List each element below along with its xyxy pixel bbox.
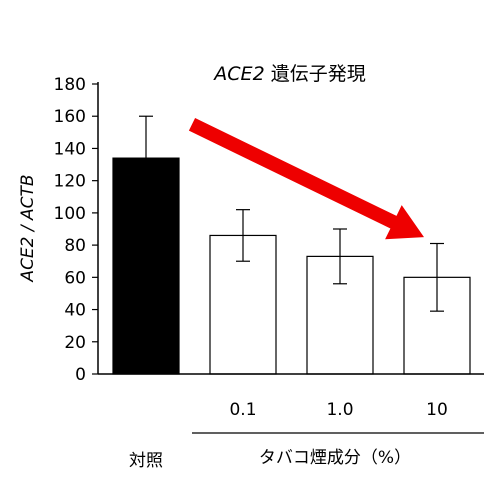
y-tick-label: 20 bbox=[64, 333, 86, 353]
control-label: 対照 bbox=[129, 451, 163, 471]
y-tick-label: 160 bbox=[54, 107, 86, 127]
group-label: タバコ煙成分（%） bbox=[259, 448, 411, 468]
error-bars bbox=[139, 115, 444, 312]
y-tick-label: 140 bbox=[54, 139, 86, 159]
x-tick-label: 0.1 bbox=[229, 400, 256, 420]
y-axis-label: ACE2 / ACTB bbox=[18, 174, 38, 282]
trend-arrow-shape bbox=[188, 118, 424, 240]
x-tick-labels: 対照 0.1 1.0 10 bbox=[129, 400, 448, 471]
trend-arrow bbox=[188, 118, 424, 240]
y-tick-label: 180 bbox=[54, 75, 86, 95]
chart-title-rest: 遺伝子発現 bbox=[265, 63, 366, 85]
chart-title: ACE2 遺伝子発現 bbox=[212, 63, 365, 85]
y-tick-label: 80 bbox=[64, 236, 86, 256]
y-tick-label: 40 bbox=[64, 301, 86, 321]
y-tick-label: 120 bbox=[54, 172, 86, 192]
y-tick-label: 60 bbox=[64, 268, 86, 288]
bars bbox=[112, 157, 471, 375]
y-tick-label: 0 bbox=[75, 365, 86, 385]
chart-title-gene: ACE2 bbox=[212, 63, 264, 85]
x-tick-label: 10 bbox=[426, 400, 448, 420]
x-tick-label: 1.0 bbox=[326, 400, 353, 420]
y-ticks: 0 20 40 60 80 100 120 140 160 180 bbox=[54, 75, 98, 385]
y-tick-label: 100 bbox=[54, 204, 86, 224]
